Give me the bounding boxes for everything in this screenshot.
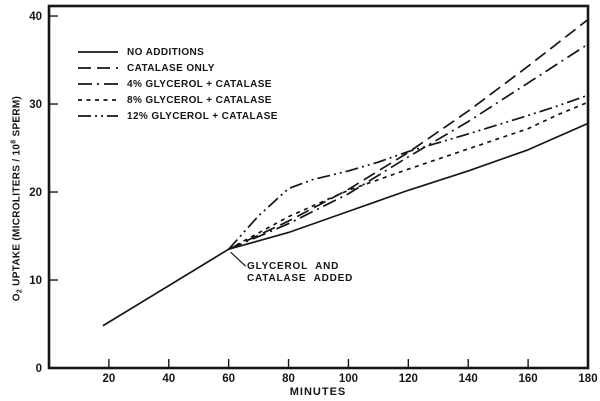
annotation-line-2: CATALASE ADDED (247, 272, 354, 284)
x-tick-label: 20 (102, 373, 115, 385)
legend-item: 8% GLYCEROL + CATALASE (77, 92, 278, 108)
x-tick-label: 80 (282, 373, 295, 385)
legend-label: 4% GLYCEROL + CATALASE (127, 78, 272, 90)
y-axis-label: O2 UPTAKE (MICROLITERS / 108 SPERM) (10, 95, 24, 302)
series-line-8-glycerol-catalase (228, 101, 589, 250)
legend-line-dash-dot-icon (78, 83, 118, 85)
legend-item: NO ADDITIONS (77, 44, 278, 60)
x-tick-label: 60 (222, 373, 235, 385)
legend-line-dash-dot-dot-icon (78, 115, 118, 117)
baseline-segment (102, 248, 230, 327)
legend-item: CATALASE ONLY (77, 60, 278, 76)
legend-line-long-dash-icon (78, 67, 118, 69)
y-tick-label: 0 (36, 363, 42, 375)
legend-line-solid-icon (78, 51, 118, 53)
series-line-catalase-only (228, 18, 589, 250)
y-tick-label: 30 (29, 99, 42, 111)
legend-label: NO ADDITIONS (127, 46, 205, 58)
series-line-4-glycerol-catalase (228, 43, 589, 250)
legend-item: 12% GLYCEROL + CATALASE (77, 108, 278, 124)
x-axis-label: MINUTES (289, 386, 347, 398)
legend: NO ADDITIONS CATALASE ONLY 4% GLYCEROL +… (77, 44, 278, 124)
series-line-no-additions (228, 122, 589, 251)
legend-line-short-dash-icon (78, 99, 118, 101)
legend-label: CATALASE ONLY (127, 62, 215, 74)
x-tick-label: 180 (578, 373, 597, 385)
annotation-line-1: GLYCEROL AND (247, 261, 340, 272)
plot-frame (47, 4, 590, 370)
annotation-glycerol-added: GLYCEROL AND CATALASE ADDED (247, 261, 353, 284)
x-tick-label: 40 (162, 373, 175, 385)
x-tick-label: 160 (519, 373, 538, 385)
x-tick-label: 100 (339, 373, 358, 385)
legend-label: 12% GLYCEROL + CATALASE (127, 110, 278, 122)
y-tick-label: 20 (29, 187, 42, 199)
x-tick-label: 120 (399, 373, 418, 385)
x-tick-label: 140 (459, 373, 478, 385)
legend-label: 8% GLYCEROL + CATALASE (127, 94, 272, 106)
annotation-leader-line (230, 251, 247, 267)
legend-item: 4% GLYCEROL + CATALASE (77, 76, 278, 92)
y-tick-label: 40 (29, 11, 42, 23)
series-line-12-glycerol-catalase (228, 94, 589, 250)
y-tick-label: 10 (29, 275, 42, 287)
